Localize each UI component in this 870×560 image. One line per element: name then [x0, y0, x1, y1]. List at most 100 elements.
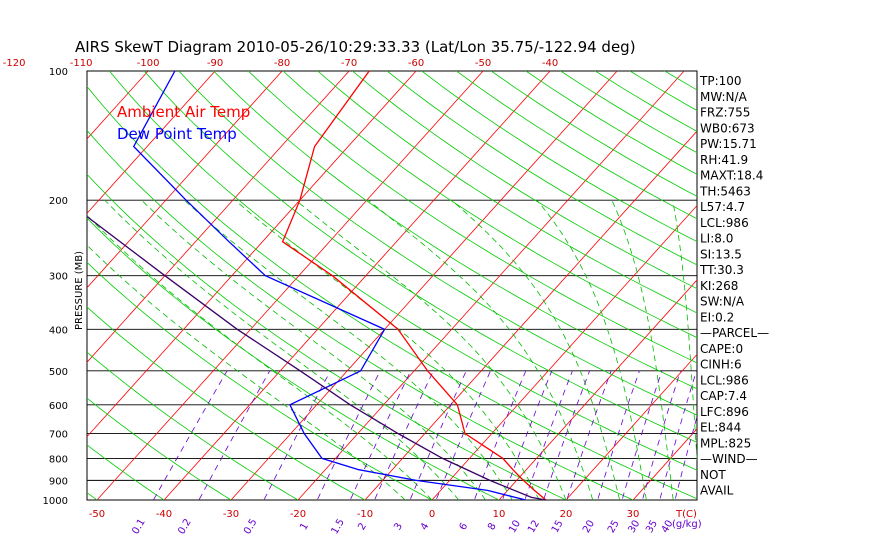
isotherm-line: [87, 71, 216, 214]
bottom-temp-tick-label: 30: [627, 509, 640, 520]
dry-adiabat-line: [838, 71, 870, 509]
index-label: NOT: [700, 468, 726, 482]
mixing-ratio-tick-label: 25: [606, 518, 622, 535]
mixing-ratio-tick-label: 12: [526, 518, 542, 535]
mixing-ratio-line: [349, 370, 412, 500]
isotherm-line: [498, 279, 697, 500]
pressure-tick-label: 300: [49, 272, 68, 283]
top-temp-tick-label: -60: [408, 58, 424, 69]
top-temp-tick-label: -90: [207, 58, 223, 69]
index-label: CAPE:0: [700, 342, 743, 356]
isotherm-line: [87, 71, 283, 289]
dry-adiabat-line: [87, 261, 433, 500]
pressure-tick-label: 200: [49, 196, 68, 207]
top-temp-tick-label: -50: [475, 58, 491, 69]
top-temp-tick-label: -80: [274, 58, 290, 69]
pressure-tick-label: 700: [49, 430, 68, 441]
bottom-temp-tick-label: -20: [290, 509, 306, 520]
index-label: CINH:6: [700, 358, 742, 372]
mixing-ratio-line: [152, 370, 228, 500]
pressure-tick-label: 600: [49, 401, 68, 412]
mixing-ratio-line: [566, 370, 612, 500]
index-label: LFC:896: [700, 405, 749, 419]
mixing-ratio-line: [543, 370, 590, 500]
mixing-ratio-line: [659, 370, 697, 500]
index-label: AVAIL: [700, 484, 734, 498]
index-label: LI:8.0: [700, 232, 733, 246]
moist-adiabat-line: [367, 199, 594, 500]
dry-adiabat-line: [248, 71, 697, 364]
mixing-ratio-tick-label: 20: [581, 518, 597, 535]
index-label: TT:30.3: [699, 263, 744, 277]
bottom-temp-tick-label: 10: [493, 509, 506, 520]
moist-adiabat-line: [451, 199, 620, 500]
top-temp-tick-label: -100: [137, 58, 160, 69]
mixing-ratio-line: [501, 370, 553, 500]
dry-adiabat-line: [87, 351, 299, 500]
index-label: EI:0.2: [700, 310, 734, 324]
mixing-ratio-tick-label: 0.1: [130, 517, 147, 536]
mixing-ratio-line: [198, 370, 271, 500]
index-label: MPL:825: [700, 436, 751, 450]
index-label: L57:4.7: [700, 200, 745, 214]
index-label: TP:100: [699, 74, 742, 88]
bottom-temp-tick-label: -30: [223, 509, 239, 520]
top-temp-tick-label: -70: [341, 58, 357, 69]
pressure-tick-label: 500: [49, 367, 68, 378]
dry-adiabat-line: [352, 71, 697, 290]
moist-adiabat-line: [611, 199, 674, 500]
dry-adiabat-line: [0, 71, 42, 509]
index-label: PW:15.71: [700, 137, 757, 151]
pressure-tick-label: 100: [49, 67, 68, 78]
pressure-tick-label: 800: [49, 454, 68, 465]
index-label: LCL:986: [700, 216, 749, 230]
top-temp-tick-label: -110: [70, 58, 93, 69]
bottom-temp-unit: T(C): [675, 509, 697, 520]
index-label: EL:844: [700, 421, 741, 435]
top-temp-tick-label: -40: [542, 58, 558, 69]
index-label: SW:N/A: [700, 295, 745, 309]
index-label: FRZ:755: [700, 106, 750, 120]
bottom-temp-tick-label: -10: [357, 509, 373, 520]
mixing-ratio-line: [524, 370, 573, 500]
dry-adiabat-line: [525, 71, 697, 175]
index-label: LCL:986: [700, 373, 749, 387]
mixing-ratio-line: [597, 370, 640, 500]
bottom-temp-tick-label: -40: [156, 509, 172, 520]
moist-adiabat-line: [87, 214, 433, 500]
dry-adiabat-line: [87, 85, 697, 500]
moist-adiabat-line: [141, 199, 486, 500]
index-label: RH:41.9: [700, 153, 748, 167]
index-label: —WIND—: [700, 452, 758, 466]
dry-adiabat-line: [178, 71, 697, 416]
pressure-tick-label: 400: [49, 325, 68, 336]
plot-area: [0, 71, 870, 509]
isotherm-line: [230, 71, 618, 500]
mixing-ratio-tick-label: 10: [507, 518, 523, 535]
dry-adiabat-line: [421, 71, 697, 243]
mixing-ratio-tick-label: 30: [626, 518, 642, 535]
mixing-ratio-tick-label: 8: [486, 521, 499, 532]
mixing-ratio-line: [473, 370, 527, 500]
isotherm-line: [565, 353, 697, 500]
mixing-ratio-tick-label: 0.2: [176, 517, 193, 536]
isotherm-line: [0, 71, 81, 500]
mixing-ratio-line: [641, 370, 681, 500]
isotherm-line: [0, 71, 14, 500]
mixing-ratio-tick-label: 3: [392, 521, 405, 532]
mixing-ratio-tick-label: 1: [298, 521, 311, 532]
index-label: WB0:673: [700, 121, 755, 135]
isotherm-line: [767, 71, 870, 500]
dry-adiabat-line: [386, 71, 697, 266]
mixing-ratio-tick-label: 1.5: [329, 517, 346, 536]
mixing-ratio-line: [435, 370, 491, 500]
dry-adiabat-line: [769, 71, 870, 509]
ambient-air-temp-line: [281, 71, 547, 500]
index-label: SI:13.5: [700, 247, 742, 261]
moist-adiabat-line: [295, 199, 567, 500]
mixing-ratio-tick-label: 15: [550, 518, 566, 535]
y-axis-label: PRESSURE (MB): [74, 251, 85, 330]
parcel-line: [87, 215, 547, 500]
